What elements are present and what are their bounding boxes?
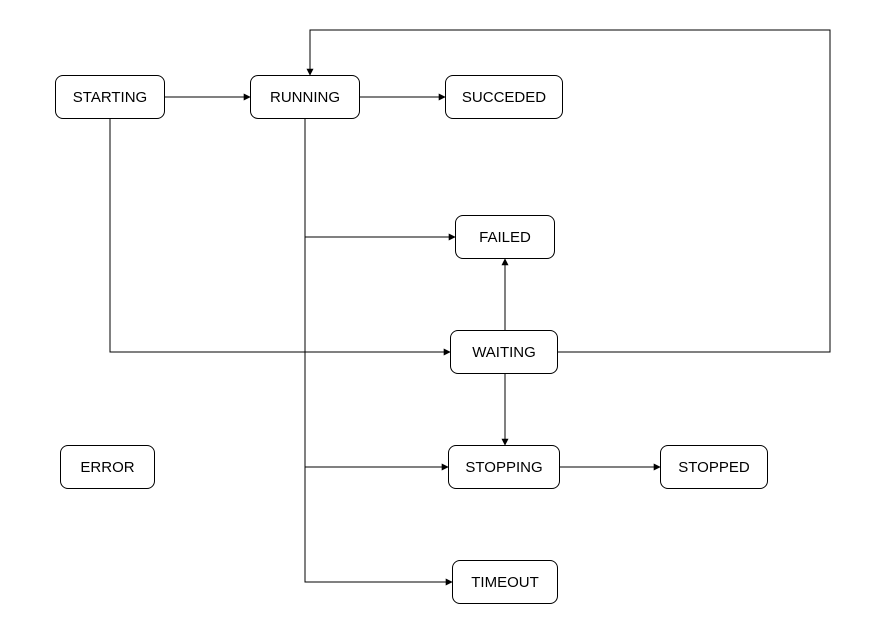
- node-failed: FAILED: [455, 215, 555, 259]
- edge-waiting-to-running: [310, 30, 830, 352]
- edge-running-to-stopping: [305, 119, 448, 467]
- node-label: SUCCEDED: [462, 89, 546, 106]
- node-stopped: STOPPED: [660, 445, 768, 489]
- node-label: STOPPED: [678, 459, 749, 476]
- flowchart-canvas: STARTING RUNNING SUCCEDED FAILED WAITING STOP…: [0, 0, 881, 641]
- node-label: WAITING: [472, 344, 536, 361]
- node-label: STOPPING: [465, 459, 542, 476]
- node-stopping: STOPPING: [448, 445, 560, 489]
- node-label: FAILED: [479, 229, 531, 246]
- edge-starting-to-waiting: [110, 119, 450, 352]
- node-waiting: WAITING: [450, 330, 558, 374]
- node-error: ERROR: [60, 445, 155, 489]
- node-label: TIMEOUT: [471, 574, 539, 591]
- node-label: RUNNING: [270, 89, 340, 106]
- node-label: ERROR: [80, 459, 134, 476]
- node-label: STARTING: [73, 89, 147, 106]
- node-timeout: TIMEOUT: [452, 560, 558, 604]
- edge-running-to-failed: [305, 119, 455, 237]
- edge-running-to-timeout: [305, 119, 452, 582]
- node-succeded: SUCCEDED: [445, 75, 563, 119]
- node-running: RUNNING: [250, 75, 360, 119]
- node-starting: STARTING: [55, 75, 165, 119]
